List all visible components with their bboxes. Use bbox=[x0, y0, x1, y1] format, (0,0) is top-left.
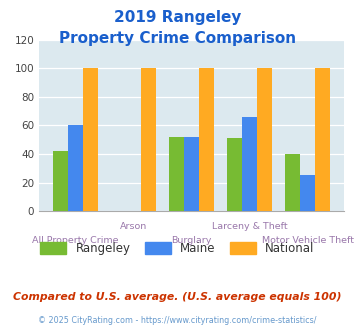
Text: Property Crime Comparison: Property Crime Comparison bbox=[59, 31, 296, 46]
Bar bbox=[227, 138, 242, 211]
Text: 2019 Rangeley: 2019 Rangeley bbox=[114, 10, 241, 25]
Text: Larceny & Theft: Larceny & Theft bbox=[212, 222, 288, 231]
Text: © 2025 CityRating.com - https://www.cityrating.com/crime-statistics/: © 2025 CityRating.com - https://www.city… bbox=[38, 316, 317, 325]
Bar bbox=[315, 68, 331, 211]
Bar bbox=[184, 137, 199, 211]
Legend: Rangeley, Maine, National: Rangeley, Maine, National bbox=[36, 237, 320, 260]
Bar bbox=[300, 176, 315, 211]
Bar bbox=[83, 68, 98, 211]
Bar bbox=[169, 137, 184, 211]
Bar bbox=[285, 154, 300, 211]
Bar bbox=[257, 68, 272, 211]
Bar bbox=[53, 151, 68, 211]
Bar bbox=[68, 125, 83, 211]
Text: Burglary: Burglary bbox=[171, 236, 212, 245]
Bar bbox=[242, 117, 257, 211]
Text: Motor Vehicle Theft: Motor Vehicle Theft bbox=[262, 236, 354, 245]
Text: Compared to U.S. average. (U.S. average equals 100): Compared to U.S. average. (U.S. average … bbox=[13, 292, 342, 302]
Text: Arson: Arson bbox=[120, 222, 147, 231]
Bar bbox=[141, 68, 156, 211]
Bar bbox=[199, 68, 214, 211]
Text: All Property Crime: All Property Crime bbox=[32, 236, 119, 245]
